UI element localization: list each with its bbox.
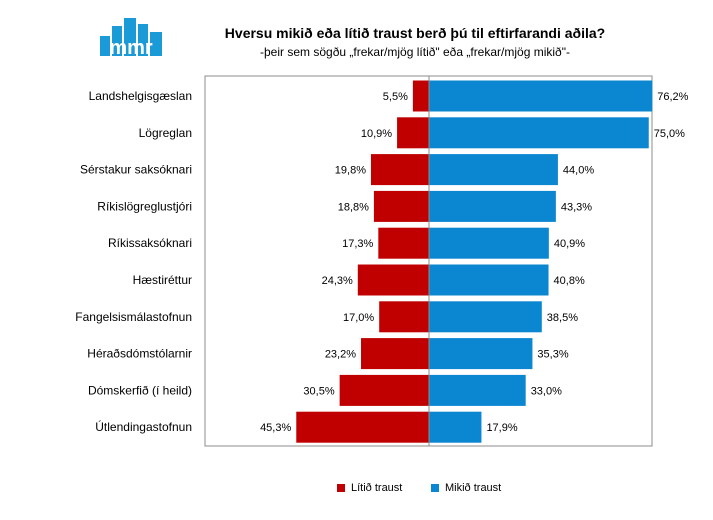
category-label: Útlendingastofnun bbox=[95, 419, 192, 434]
data-label-low: 17,3% bbox=[342, 238, 373, 250]
data-label-high: 38,5% bbox=[547, 312, 578, 324]
chart-title: Hversu mikið eða lítið traust berð þú ti… bbox=[224, 25, 606, 41]
category-label: Sérstakur saksóknari bbox=[80, 163, 192, 177]
legend-swatch-low bbox=[337, 484, 345, 492]
bar-high bbox=[429, 227, 549, 259]
legend-item-high: Mikið traust bbox=[431, 482, 501, 494]
data-label-low: 24,3% bbox=[322, 275, 353, 287]
category-label: Dómskerfið (í heild) bbox=[88, 383, 192, 397]
bar-low bbox=[379, 301, 429, 333]
bar-high bbox=[429, 80, 653, 112]
category-label: Lögreglan bbox=[139, 126, 192, 140]
data-label-high: 35,3% bbox=[537, 349, 568, 361]
legend-item-low: Lítið traust bbox=[337, 482, 402, 494]
category-label: Ríkislögreglustjóri bbox=[97, 199, 192, 213]
category-label: Hæstiréttur bbox=[133, 273, 192, 287]
bar-low bbox=[361, 338, 429, 370]
bar-high bbox=[429, 154, 558, 186]
data-label-low: 10,9% bbox=[361, 128, 392, 140]
bar-high bbox=[429, 411, 482, 443]
data-label-high: 43,3% bbox=[561, 201, 592, 213]
data-label-high: 75,0% bbox=[654, 128, 685, 140]
data-label-low: 17,0% bbox=[343, 312, 374, 324]
mmr-logo: mmr bbox=[100, 18, 162, 59]
bar-high bbox=[429, 264, 549, 296]
bar-low bbox=[296, 411, 429, 443]
data-label-low: 18,8% bbox=[338, 201, 369, 213]
bar-low bbox=[378, 227, 429, 259]
data-label-high: 40,9% bbox=[554, 238, 585, 250]
bar-high bbox=[429, 117, 649, 149]
bar-low bbox=[373, 190, 429, 222]
data-label-low: 45,3% bbox=[260, 422, 291, 434]
bar-high bbox=[429, 374, 526, 406]
bar-low bbox=[397, 117, 429, 149]
data-label-low: 5,5% bbox=[383, 91, 408, 103]
bar-high bbox=[429, 301, 542, 333]
data-label-low: 23,2% bbox=[325, 349, 356, 361]
category-label: Héraðsdómstólarnir bbox=[87, 347, 192, 361]
data-label-low: 19,8% bbox=[335, 165, 366, 177]
category-label: Ríkissaksóknari bbox=[108, 236, 192, 250]
data-label-high: 76,2% bbox=[657, 91, 688, 103]
data-label-low: 30,5% bbox=[303, 385, 334, 397]
legend-label-low: Lítið traust bbox=[351, 482, 403, 494]
bar-low bbox=[357, 264, 429, 296]
data-label-high: 33,0% bbox=[531, 385, 562, 397]
data-label-high: 17,9% bbox=[486, 422, 517, 434]
logo-text: mmr bbox=[109, 37, 153, 59]
legend-label-high: Mikið traust bbox=[445, 482, 502, 494]
bar-high bbox=[429, 338, 533, 370]
data-label-high: 40,8% bbox=[554, 275, 585, 287]
legend-swatch-high bbox=[431, 484, 439, 492]
bar-low bbox=[339, 374, 429, 406]
category-label: Landshelgisgæslan bbox=[89, 89, 192, 103]
bar-low bbox=[370, 154, 429, 186]
data-label-high: 44,0% bbox=[563, 165, 594, 177]
chart-subtitle: -þeir sem sögðu „frekar/mjög lítið" eða … bbox=[260, 45, 570, 59]
bar-low bbox=[412, 80, 429, 112]
category-label: Fangelsismálastofnun bbox=[75, 310, 192, 324]
bar-high bbox=[429, 190, 556, 222]
